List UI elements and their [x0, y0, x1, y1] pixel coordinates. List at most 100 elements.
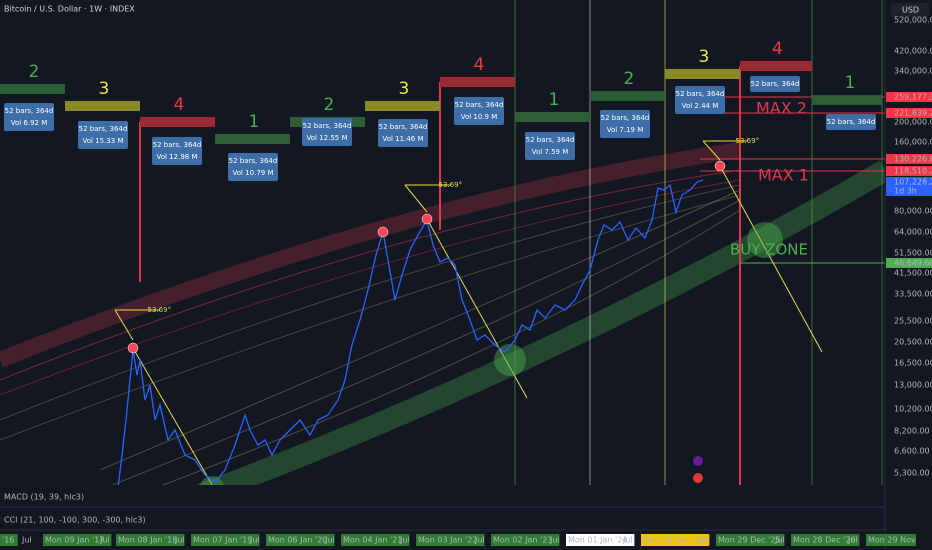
info-box: [750, 76, 800, 92]
event-icon[interactable]: [693, 473, 703, 483]
cycle-number: 4: [474, 55, 485, 75]
price-label: 160,000.00: [894, 138, 932, 147]
price-label: 13,000.00: [894, 381, 932, 390]
cycle-bar: [215, 134, 290, 144]
time-label: Jul: [549, 536, 560, 545]
time-label: Mon 03 Jan '22: [418, 536, 477, 545]
price-badge: [886, 92, 932, 102]
cycle-bar: [590, 91, 665, 101]
cycle-bar: [515, 112, 590, 122]
volume-text: Vol 7.19 M: [607, 126, 644, 134]
time-label: Jul: [622, 536, 633, 545]
price-label: 46,649.60: [894, 259, 932, 268]
time-badge: [266, 534, 335, 546]
info-box: [826, 114, 876, 130]
symbol-title: Bitcoin / U.S. Dollar · 1W · INDEX: [4, 5, 135, 14]
info-box: [302, 118, 352, 146]
cycle-bar: [665, 69, 740, 79]
indicator-label[interactable]: MACD (19, 39, hlc3): [4, 493, 84, 502]
price-label: 130,226.89: [894, 155, 932, 164]
time-label: Jul: [847, 536, 858, 545]
time-label: Mon 30 Dec '24: [643, 536, 706, 545]
volume-text: Vol 7.59 M: [532, 148, 569, 156]
time-label: Mon 28 Dec '26: [793, 536, 856, 545]
currency[interactable]: USD: [902, 6, 919, 15]
cycle-number: 1: [549, 90, 560, 110]
time-badge: [416, 534, 485, 546]
info-box: [228, 153, 278, 181]
time-label: Jul: [99, 536, 110, 545]
price-label: 5,300.00: [894, 469, 930, 478]
time-badge: [191, 534, 260, 546]
price-label: 41,500.00: [894, 269, 932, 278]
time-label: Jul: [174, 536, 185, 545]
cycle-bar: [812, 95, 882, 105]
cycle-number: 4: [772, 39, 783, 59]
time-label: Jul: [21, 536, 32, 545]
cycle-number: 3: [699, 47, 710, 67]
time-label: Mon 06 Jan '20: [268, 536, 327, 545]
time-badge: [0, 534, 18, 546]
info-box: [4, 103, 54, 131]
time-label: Jul: [399, 536, 410, 545]
volume-text: Vol 11.46 M: [382, 135, 423, 143]
event-icon[interactable]: [693, 456, 703, 466]
time-label: Mon 07 Jan '19: [193, 536, 252, 545]
info-text: 52 bars, 364d: [827, 118, 876, 126]
indicator-label[interactable]: CCI (21, 100, -100, 300, -300, hlc3): [4, 516, 146, 525]
cycle-number: 3: [399, 79, 410, 99]
info-text: 52 bars, 364d: [79, 125, 128, 133]
time-badge: [566, 534, 635, 546]
time-label: Mon 02 Jan '23: [493, 536, 552, 545]
info-text: 52 bars, 364d: [379, 123, 428, 131]
cycle-bar: [140, 117, 215, 127]
cycle-number: 1: [845, 73, 856, 93]
max2-label: MAX 2: [756, 99, 807, 118]
time-label: Jul: [324, 536, 335, 545]
time-label: Mon 04 Jan '21: [343, 536, 402, 545]
time-label: Jul: [249, 536, 260, 545]
volume-text: Vol 10.9 M: [461, 113, 498, 121]
zone-circle: [747, 222, 783, 258]
cycle-number: 2: [624, 69, 635, 89]
price-label: 340,000.00: [894, 67, 932, 76]
time-label: Mon 08 Jan '18: [118, 536, 177, 545]
info-text: 52 bars, 364d: [676, 90, 725, 98]
cycle-bar: [65, 101, 140, 111]
peak-markers: [127, 160, 726, 354]
price-label: 259,177.39: [894, 93, 932, 102]
time-badge: [491, 534, 560, 546]
volume-text: Vol 2.44 M: [682, 102, 719, 110]
info-text: 52 bars, 364d: [601, 114, 650, 122]
price-label: 6,600.00: [894, 447, 930, 456]
cycle-number: 2: [324, 95, 335, 115]
price-badge: [886, 108, 932, 118]
price-axis: [885, 0, 932, 550]
info-text: 52 bars, 364d: [751, 80, 800, 88]
info-box: [378, 119, 428, 147]
price-label: 51,500.00: [894, 249, 932, 258]
info-text: 52 bars, 364d: [5, 107, 54, 115]
cycle-bar: [740, 61, 812, 71]
angle-label: -53.69°: [436, 181, 462, 189]
info-box: [525, 132, 575, 160]
info-text: 52 bars, 364d: [153, 141, 202, 149]
info-box: [675, 86, 725, 114]
price-label: 200,000.00: [894, 118, 932, 127]
price-label: 221,839.22: [894, 109, 932, 118]
time-label: Mon 09 Jan '17: [45, 536, 104, 545]
time-badge: [43, 534, 112, 546]
currency-button[interactable]: [891, 3, 929, 17]
cycle-bar: [0, 84, 65, 94]
info-text: 52 bars, 364d: [526, 136, 575, 144]
price-label: 16,500.00: [894, 359, 932, 368]
volume-text: Vol 12.98 M: [156, 153, 197, 161]
info-text: 52 bars, 364d: [229, 157, 278, 165]
info-box: [600, 110, 650, 138]
max1-label: MAX 1: [758, 166, 809, 185]
volume-text: Vol 15.33 M: [82, 137, 123, 145]
cycle-lines: [139, 0, 885, 485]
price-label: 1d 3h: [894, 187, 917, 196]
price-label: 80,000.00: [894, 207, 932, 216]
price-label: 520,000.00: [894, 16, 932, 25]
